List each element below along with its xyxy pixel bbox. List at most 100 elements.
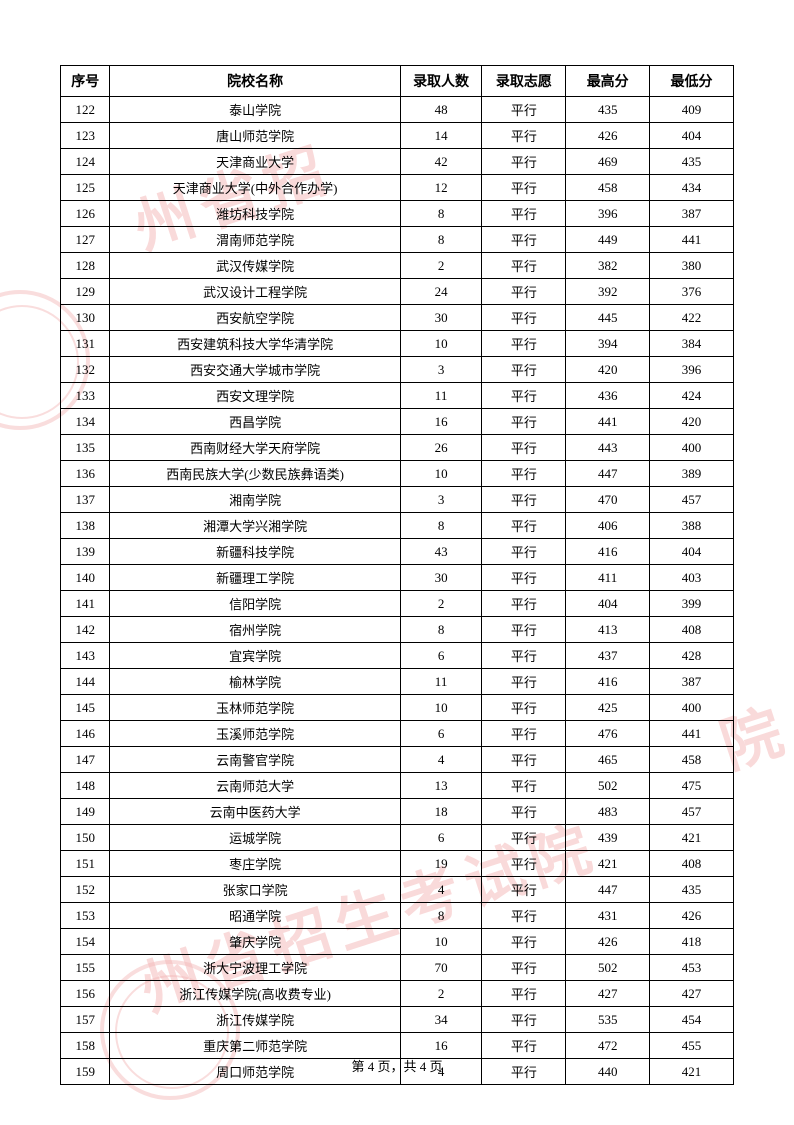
cell-pref: 平行 [482,253,566,279]
cell-high: 447 [566,877,650,903]
cell-seq: 138 [61,513,110,539]
cell-pref: 平行 [482,825,566,851]
cell-high: 431 [566,903,650,929]
cell-pref: 平行 [482,357,566,383]
cell-high: 476 [566,721,650,747]
cell-seq: 147 [61,747,110,773]
table-row: 157浙江传媒学院34平行535454 [61,1007,734,1033]
cell-count: 10 [400,331,482,357]
page-container: 序号 院校名称 录取人数 录取志愿 最高分 最低分 122泰山学院48平行435… [0,0,794,1125]
cell-seq: 157 [61,1007,110,1033]
cell-high: 394 [566,331,650,357]
cell-low: 420 [650,409,734,435]
cell-high: 445 [566,305,650,331]
cell-count: 6 [400,825,482,851]
cell-low: 455 [650,1033,734,1059]
cell-seq: 129 [61,279,110,305]
header-low: 最低分 [650,66,734,97]
cell-count: 43 [400,539,482,565]
cell-high: 413 [566,617,650,643]
cell-seq: 152 [61,877,110,903]
table-row: 149云南中医药大学18平行483457 [61,799,734,825]
cell-name: 运城学院 [110,825,400,851]
cell-high: 449 [566,227,650,253]
cell-pref: 平行 [482,669,566,695]
cell-pref: 平行 [482,695,566,721]
cell-high: 416 [566,539,650,565]
cell-name: 渭南师范学院 [110,227,400,253]
table-row: 128武汉传媒学院2平行382380 [61,253,734,279]
table-row: 124天津商业大学42平行469435 [61,149,734,175]
cell-low: 457 [650,487,734,513]
cell-count: 11 [400,383,482,409]
cell-low: 427 [650,981,734,1007]
cell-pref: 平行 [482,929,566,955]
table-row: 152张家口学院4平行447435 [61,877,734,903]
cell-low: 441 [650,227,734,253]
cell-pref: 平行 [482,747,566,773]
header-high: 最高分 [566,66,650,97]
cell-seq: 132 [61,357,110,383]
cell-low: 404 [650,539,734,565]
cell-pref: 平行 [482,1033,566,1059]
table-row: 126潍坊科技学院8平行396387 [61,201,734,227]
cell-pref: 平行 [482,123,566,149]
cell-seq: 153 [61,903,110,929]
cell-seq: 127 [61,227,110,253]
cell-count: 24 [400,279,482,305]
cell-count: 8 [400,227,482,253]
table-header-row: 序号 院校名称 录取人数 录取志愿 最高分 最低分 [61,66,734,97]
table-row: 135西南财经大学天府学院26平行443400 [61,435,734,461]
header-count: 录取人数 [400,66,482,97]
cell-seq: 122 [61,97,110,123]
cell-name: 泰山学院 [110,97,400,123]
cell-low: 403 [650,565,734,591]
cell-count: 3 [400,487,482,513]
cell-high: 404 [566,591,650,617]
table-row: 125天津商业大学(中外合作办学)12平行458434 [61,175,734,201]
cell-count: 2 [400,253,482,279]
cell-high: 502 [566,773,650,799]
cell-high: 502 [566,955,650,981]
cell-seq: 125 [61,175,110,201]
cell-name: 武汉设计工程学院 [110,279,400,305]
cell-count: 16 [400,409,482,435]
cell-pref: 平行 [482,305,566,331]
cell-low: 454 [650,1007,734,1033]
cell-low: 421 [650,825,734,851]
cell-name: 枣庄学院 [110,851,400,877]
table-row: 158重庆第二师范学院16平行472455 [61,1033,734,1059]
cell-count: 14 [400,123,482,149]
cell-low: 408 [650,617,734,643]
cell-seq: 149 [61,799,110,825]
cell-low: 408 [650,851,734,877]
cell-pref: 平行 [482,877,566,903]
cell-name: 西安文理学院 [110,383,400,409]
cell-pref: 平行 [482,539,566,565]
cell-high: 483 [566,799,650,825]
cell-name: 云南警官学院 [110,747,400,773]
cell-name: 重庆第二师范学院 [110,1033,400,1059]
cell-low: 435 [650,877,734,903]
cell-seq: 124 [61,149,110,175]
cell-high: 435 [566,97,650,123]
table-row: 127渭南师范学院8平行449441 [61,227,734,253]
cell-seq: 128 [61,253,110,279]
cell-seq: 148 [61,773,110,799]
cell-name: 西安建筑科技大学华清学院 [110,331,400,357]
cell-pref: 平行 [482,643,566,669]
cell-pref: 平行 [482,409,566,435]
cell-name: 云南中医药大学 [110,799,400,825]
cell-low: 435 [650,149,734,175]
cell-low: 426 [650,903,734,929]
cell-seq: 130 [61,305,110,331]
cell-count: 13 [400,773,482,799]
table-row: 140新疆理工学院30平行411403 [61,565,734,591]
cell-pref: 平行 [482,981,566,1007]
cell-pref: 平行 [482,591,566,617]
cell-high: 447 [566,461,650,487]
table-row: 136西南民族大学(少数民族彝语类)10平行447389 [61,461,734,487]
cell-pref: 平行 [482,851,566,877]
cell-high: 535 [566,1007,650,1033]
table-row: 142宿州学院8平行413408 [61,617,734,643]
